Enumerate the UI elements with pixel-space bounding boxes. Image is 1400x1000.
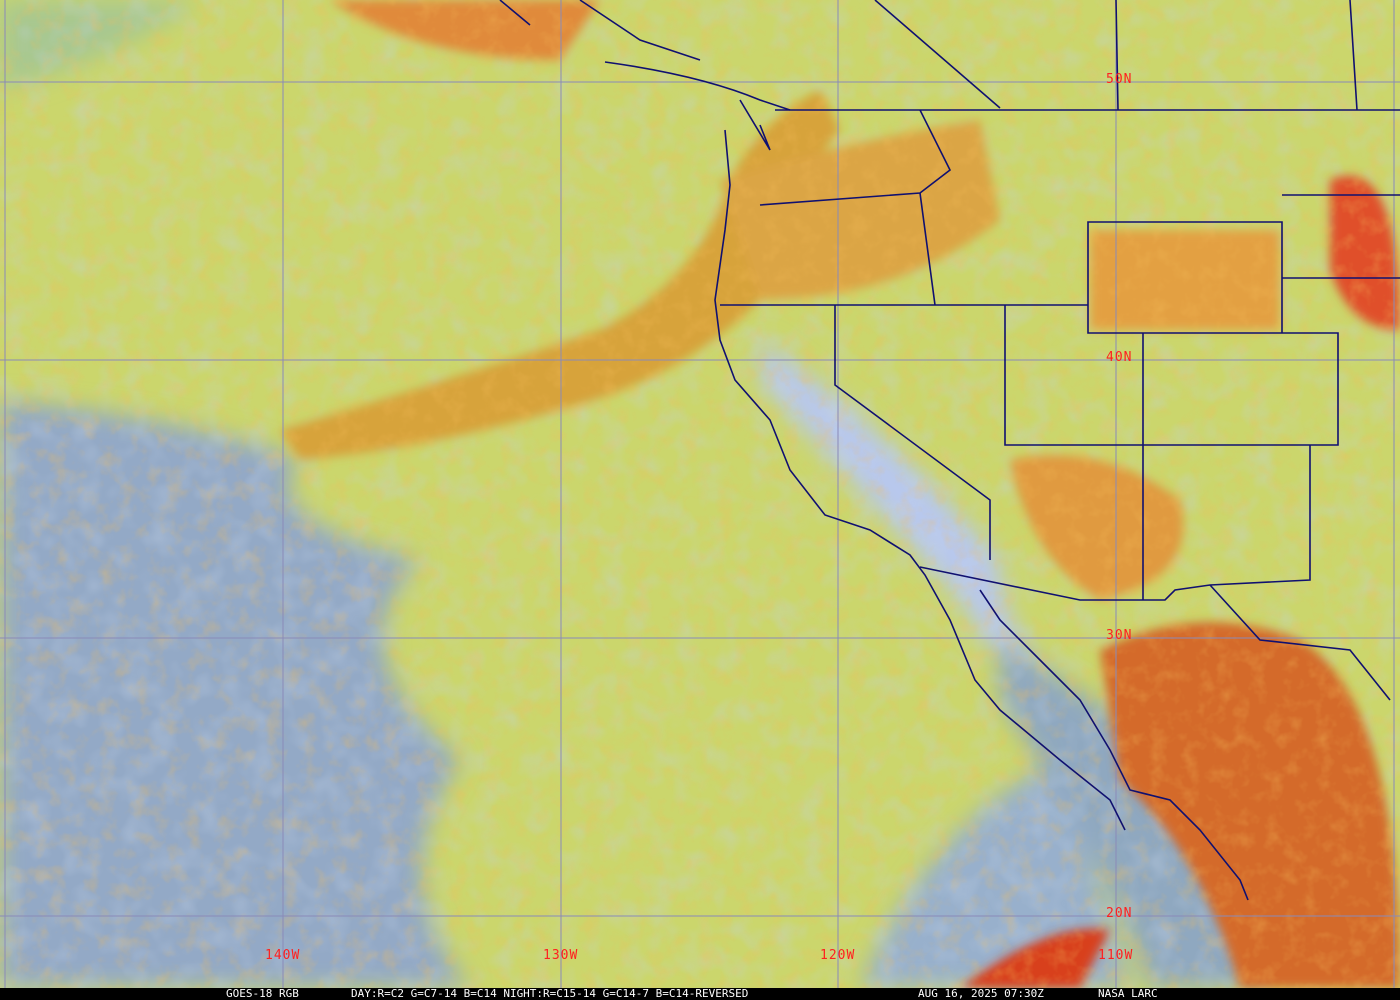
longitude-label-110w: 110W	[1098, 948, 1134, 963]
image-caption-bar: GOES-18 RGB DAY:R=C2 G=C7-14 B=C14 NIGHT…	[0, 988, 1400, 1000]
longitude-label-120w: 120W	[820, 948, 856, 963]
latitude-label-30n: 30N	[1106, 628, 1133, 643]
caption-source: NASA LARC	[1098, 987, 1158, 1000]
longitude-label-130w: 130W	[543, 948, 579, 963]
caption-satellite: GOES-18 RGB	[226, 987, 299, 1000]
political-boundaries	[499, 0, 1400, 901]
latitude-label-20n: 20N	[1106, 906, 1133, 921]
caption-timestamp: AUG 16, 2025 07:30Z	[918, 987, 1044, 1000]
caption-recipe: DAY:R=C2 G=C7-14 B=C14 NIGHT:R=C15-14 G=…	[351, 987, 749, 1000]
latitude-label-50n: 50N	[1106, 72, 1133, 87]
longitude-label-140w: 140W	[265, 948, 301, 963]
latitude-label-40n: 40N	[1106, 350, 1133, 365]
